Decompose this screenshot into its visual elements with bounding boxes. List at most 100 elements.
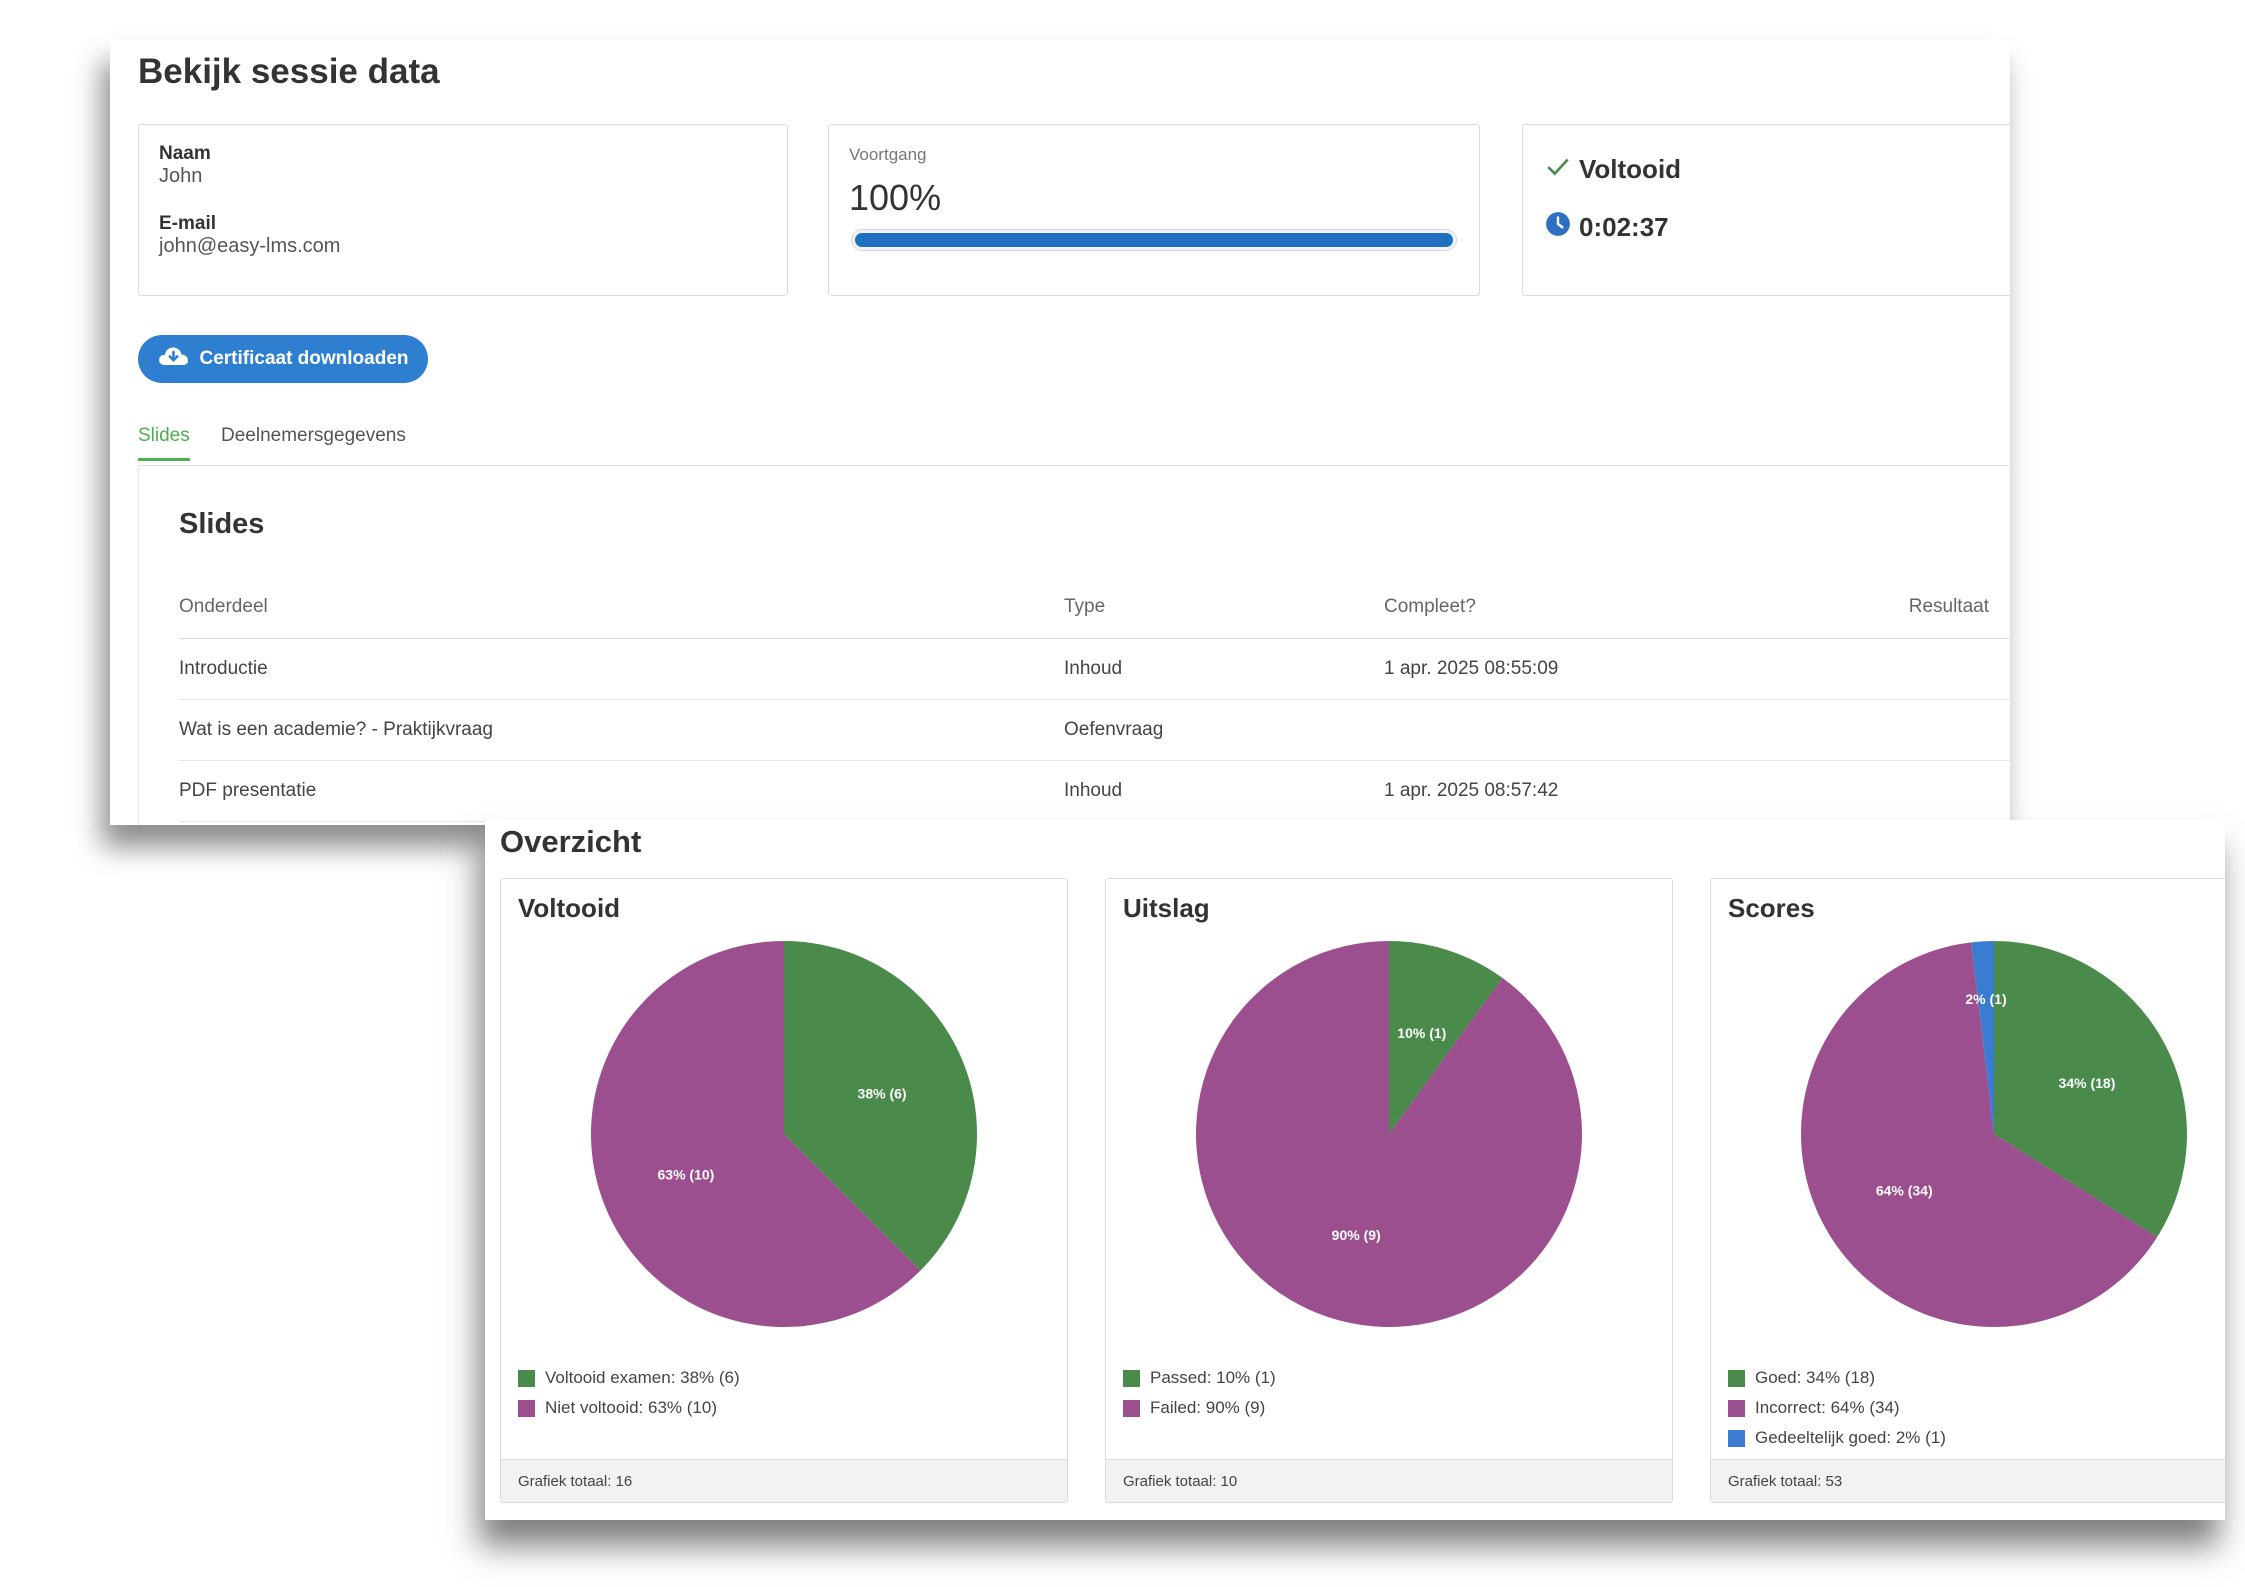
legend-swatch	[1728, 1429, 1745, 1447]
table-row: Introductie Inhoud 1 apr. 2025 08:55:09	[179, 638, 2010, 700]
pie-slice[interactable]	[784, 941, 977, 1271]
pie-slice[interactable]	[591, 941, 921, 1327]
progress-value: 100%	[849, 177, 942, 218]
column-header: Compleet?	[1384, 576, 1864, 639]
session-data-panel: Bekijk sessie data Naam John E-mail john…	[110, 40, 2010, 825]
legend-item: Failed: 90% (9)	[1123, 1393, 1276, 1423]
slide-result	[1864, 638, 2010, 700]
slice-label: 64% (34)	[1876, 1183, 1933, 1199]
column-header: Resultaat	[1864, 576, 2010, 639]
download-certificate-button[interactable]: Certificaat downloaden	[138, 335, 428, 383]
chart-card-voltooid: Voltooid 38% (6) 63% (10) Voltooid examen…	[500, 878, 1068, 1503]
legend-swatch	[1123, 1369, 1140, 1387]
legend-label: Failed: 90% (9)	[1150, 1398, 1266, 1417]
completed-label: Voltooid	[1579, 154, 1682, 184]
name-label: Naam	[159, 143, 211, 164]
completed-status: Voltooid	[1545, 153, 1681, 186]
slide-result	[1864, 760, 2010, 822]
progress-card: Voortgang 100%	[828, 124, 1480, 296]
legend-item: Goed: 34% (18)	[1728, 1363, 1946, 1393]
legend-label: Passed: 10% (1)	[1150, 1368, 1276, 1387]
slides-title: Slides	[179, 508, 265, 540]
slide-completed: 1 apr. 2025 08:55:09	[1384, 638, 1864, 700]
legend-swatch	[518, 1369, 535, 1387]
tab-deelnemersgegevens[interactable]: Deelnemersgegevens	[221, 425, 406, 446]
slice-label: 2% (1)	[1965, 991, 2006, 1007]
status-card: Voltooid 0:02:37	[1522, 124, 2010, 296]
column-header: Type	[1064, 576, 1384, 639]
slides-section: Slides Onderdeel Type Compleet? Resultaa…	[138, 466, 2010, 825]
user-info-card: Naam John E-mail john@easy-lms.com	[138, 124, 788, 296]
user-name: John	[159, 165, 203, 187]
slice-label: 90% (9)	[1332, 1227, 1381, 1243]
table-row: Wat is een academie? - Praktijkvraag Oef…	[179, 699, 2010, 761]
overview-title: Overzicht	[500, 824, 642, 859]
chart-card-scores: Scores 34% (18) 64% (34) 2% (1) Goed: 34% …	[1710, 878, 2225, 1503]
chart-card-uitslag: Uitslag 10% (1) 90% (9) Passed: 10% (1) F…	[1105, 878, 1673, 1503]
slide-type: Oefenvraag	[1064, 699, 1384, 761]
legend-label: Niet voltooid: 63% (10)	[545, 1398, 717, 1417]
pie-chart-voltooid: 38% (6) 63% (10)	[591, 941, 977, 1327]
legend-item: Incorrect: 64% (34)	[1728, 1393, 1946, 1423]
chart-legend: Goed: 34% (18) Incorrect: 64% (34) Gedee…	[1728, 1363, 1946, 1453]
chart-total: Grafiek totaal: 53	[1711, 1459, 2225, 1502]
tab-bar: Slides Deelnemersgegevens	[138, 415, 2010, 466]
table-header-row: Onderdeel Type Compleet? Resultaat	[179, 576, 2010, 639]
legend-label: Gedeeltelijk goed: 2% (1)	[1755, 1428, 1946, 1447]
pie-chart-scores: 34% (18) 64% (34) 2% (1)	[1801, 941, 2187, 1327]
slide-name: Wat is een academie? - Praktijkvraag	[179, 699, 1064, 761]
overview-panel: Overzicht Voltooid 38% (6) 63% (10) Volto…	[485, 820, 2225, 1520]
chart-total: Grafiek totaal: 16	[501, 1459, 1067, 1502]
tab-slides[interactable]: Slides	[138, 425, 190, 461]
slide-type: Inhoud	[1064, 638, 1384, 700]
user-email: john@easy-lms.com	[159, 235, 341, 257]
progress-label: Voortgang	[849, 145, 927, 164]
cloud-download-icon	[157, 344, 189, 374]
slide-result	[1864, 699, 2010, 761]
slide-name: Introductie	[179, 638, 1064, 700]
download-certificate-label: Certificaat downloaden	[199, 348, 409, 369]
progress-bar	[851, 229, 1457, 251]
pie-slice[interactable]	[1196, 941, 1582, 1327]
legend-swatch	[1728, 1399, 1745, 1417]
legend-item: Niet voltooid: 63% (10)	[518, 1393, 740, 1423]
legend-label: Voltooid examen: 38% (6)	[545, 1368, 740, 1387]
pie-slice[interactable]	[1389, 941, 1503, 1134]
chart-title: Voltooid	[518, 893, 621, 923]
legend-item: Passed: 10% (1)	[1123, 1363, 1276, 1393]
legend-label: Goed: 34% (18)	[1755, 1368, 1876, 1387]
legend-item: Voltooid examen: 38% (6)	[518, 1363, 740, 1393]
slice-label: 38% (6)	[858, 1085, 907, 1101]
clock-icon	[1545, 211, 1571, 244]
slide-completed: 1 apr. 2025 08:57:42	[1384, 760, 1864, 822]
slice-label: 63% (10)	[658, 1167, 715, 1183]
table-row: PDF presentatie Inhoud 1 apr. 2025 08:57…	[179, 760, 2010, 822]
slide-completed	[1384, 699, 1864, 761]
pie-slice[interactable]	[1801, 942, 2158, 1327]
slides-table: Onderdeel Type Compleet? Resultaat Intro…	[179, 576, 2010, 822]
slide-name: PDF presentatie	[179, 760, 1064, 822]
chart-title: Scores	[1728, 893, 1815, 923]
pie-slice[interactable]	[1971, 941, 1994, 1134]
duration: 0:02:37	[1545, 211, 1669, 244]
column-header: Onderdeel	[179, 576, 1064, 639]
progress-bar-fill	[855, 233, 1453, 247]
slice-label: 10% (1)	[1397, 1025, 1446, 1041]
legend-swatch	[1123, 1399, 1140, 1417]
chart-total: Grafiek totaal: 10	[1106, 1459, 1672, 1502]
slide-type: Inhoud	[1064, 760, 1384, 822]
legend-swatch	[518, 1399, 535, 1417]
pie-slice[interactable]	[1994, 941, 2187, 1238]
chart-legend: Passed: 10% (1) Failed: 90% (9)	[1123, 1363, 1276, 1423]
pie-chart-uitslag: 10% (1) 90% (9)	[1196, 941, 1582, 1327]
email-label: E-mail	[159, 213, 217, 234]
duration-value: 0:02:37	[1579, 212, 1669, 242]
legend-swatch	[1728, 1369, 1745, 1387]
legend-item: Gedeeltelijk goed: 2% (1)	[1728, 1423, 1946, 1453]
chart-title: Uitslag	[1123, 893, 1210, 923]
page-title: Bekijk sessie data	[138, 52, 440, 91]
check-icon	[1545, 153, 1571, 186]
chart-legend: Voltooid examen: 38% (6) Niet voltooid: …	[518, 1363, 740, 1423]
slice-label: 34% (18)	[2059, 1075, 2116, 1091]
legend-label: Incorrect: 64% (34)	[1755, 1398, 1900, 1417]
